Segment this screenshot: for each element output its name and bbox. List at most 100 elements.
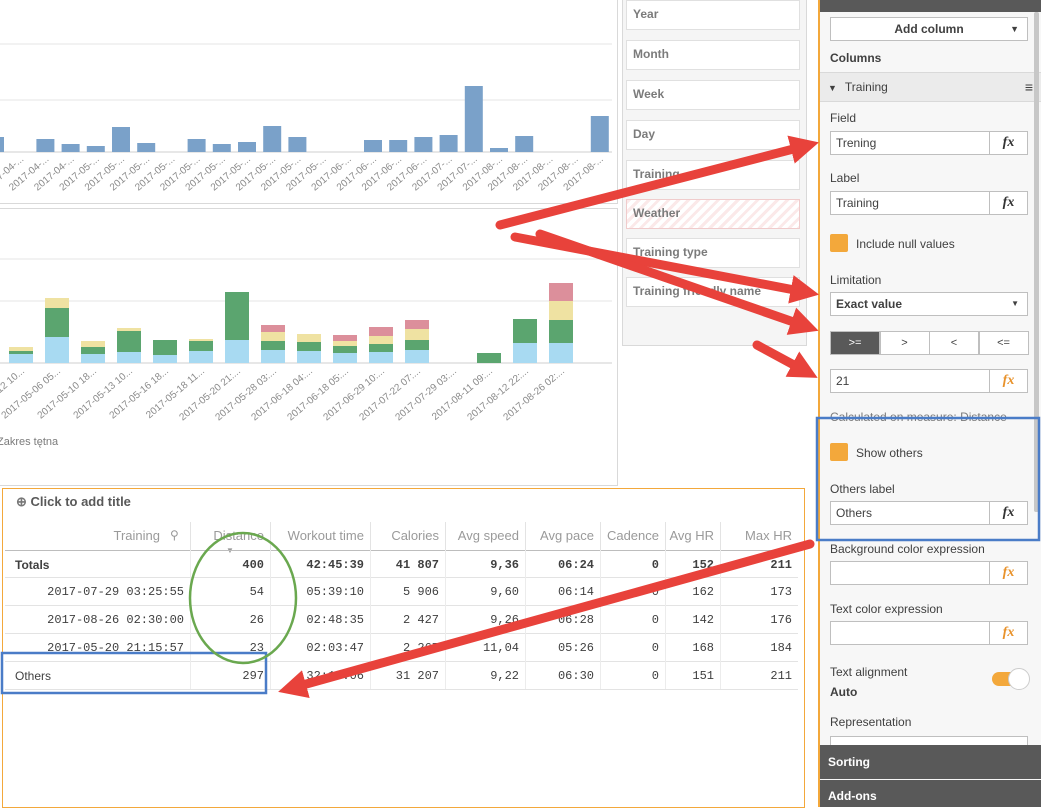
addons-section[interactable]: Add-ons (820, 780, 1041, 807)
table-cell: 02:03:47 (306, 641, 364, 655)
column-header[interactable]: Calories (391, 528, 439, 543)
sorting-section[interactable]: Sorting (820, 745, 1041, 779)
column-divider (190, 550, 191, 578)
column-divider (525, 522, 526, 550)
table-title[interactable]: ⊕ Click to add title (16, 494, 131, 509)
column-divider (370, 522, 371, 550)
checkbox-label[interactable]: Show others (856, 446, 923, 460)
bar-segment (261, 332, 285, 341)
bar-segment (45, 308, 69, 337)
column-name[interactable]: Training (844, 80, 888, 94)
field-item[interactable]: Day (626, 120, 800, 150)
bar (464, 86, 483, 152)
table-cell: 02:48:35 (306, 613, 364, 627)
bar-segment (81, 354, 105, 363)
bar-segment (405, 350, 429, 363)
bar-segment (9, 347, 33, 351)
column-divider (525, 550, 526, 578)
bar (212, 144, 231, 152)
field-item[interactable]: Year (626, 0, 800, 30)
arrows (278, 135, 820, 699)
panel-top (820, 0, 1041, 12)
column-header[interactable]: Avg HR (669, 528, 714, 543)
table-cell[interactable]: 2017-08-26 02:30:00 (47, 613, 184, 627)
column-divider (445, 577, 446, 605)
column-divider (600, 550, 601, 578)
bar-segment (333, 335, 357, 341)
field-item[interactable]: Week (626, 80, 800, 110)
title-text[interactable]: Click to add title (30, 494, 131, 509)
bg-color-input[interactable] (830, 561, 990, 585)
table-cell: 5 906 (402, 585, 439, 599)
column-header[interactable]: Training (113, 528, 160, 543)
bar (86, 146, 105, 152)
bar-segment (117, 352, 141, 363)
column-divider (665, 633, 666, 661)
column-header[interactable]: ▼ Training ≡ (820, 72, 1041, 102)
totals-cell: 42:45:39 (306, 558, 364, 572)
label: Others label (830, 482, 895, 496)
column-divider (720, 550, 721, 578)
bar (389, 140, 408, 152)
label: Text color expression (830, 602, 943, 616)
limitation-dropdown[interactable]: Exact value ▼ (830, 292, 1028, 316)
totals-cell: 211 (770, 558, 792, 572)
fx-button[interactable]: fx (990, 369, 1028, 393)
bar-segment (405, 340, 429, 350)
bar (288, 137, 307, 152)
bar-segment (45, 298, 69, 308)
checkbox[interactable] (830, 443, 848, 461)
checkbox-label[interactable]: Include null values (856, 237, 955, 251)
field-item[interactable]: Weather (626, 199, 800, 229)
bar-segment (405, 329, 429, 340)
checkbox[interactable] (830, 234, 848, 252)
column-divider (665, 550, 666, 578)
column-divider (720, 577, 721, 605)
column-header[interactable]: Distance (213, 528, 264, 543)
bar-segment (297, 351, 321, 363)
bar (0, 137, 4, 152)
table-cell[interactable]: 2017-05-20 21:15:57 (47, 641, 184, 655)
table-cell: 211 (770, 669, 792, 683)
column-header[interactable]: Workout time (287, 528, 364, 543)
table-cell[interactable]: 2017-07-29 03:25:55 (47, 585, 184, 599)
search-icon[interactable]: ⚲ (170, 528, 179, 542)
toggle[interactable] (992, 668, 1030, 690)
operator-button[interactable]: >= (830, 331, 880, 355)
label-input[interactable]: Training (830, 191, 990, 215)
column-header[interactable]: Max HR (745, 528, 792, 543)
bar-segment (369, 327, 393, 336)
bar-segment (549, 283, 573, 301)
add-column-button[interactable]: Add column ▼ (830, 17, 1028, 41)
bar-segment (225, 340, 249, 363)
field-input[interactable]: Trening (830, 131, 990, 155)
bar (137, 143, 156, 152)
fx-button[interactable]: fx (990, 191, 1028, 215)
column-header[interactable]: Avg speed (457, 528, 519, 543)
operator-button[interactable]: < (929, 331, 979, 355)
totals-cell: 06:24 (557, 558, 594, 572)
dropdown-value[interactable]: Exact value (836, 297, 903, 311)
bar-segment (261, 325, 285, 332)
fx-button[interactable]: fx (990, 561, 1028, 585)
button-label[interactable]: Add column (894, 22, 964, 36)
bar (364, 140, 382, 152)
table-cell: 184 (770, 641, 792, 655)
fx-button[interactable]: fx (990, 621, 1028, 645)
field-item[interactable]: Month (626, 40, 800, 70)
others-input[interactable]: Others (830, 501, 990, 525)
table-cell: 26 (249, 613, 264, 627)
fx-button[interactable]: fx (990, 501, 1028, 525)
limit-input[interactable]: 21 (830, 369, 990, 393)
fx-button[interactable]: fx (990, 131, 1028, 155)
column-header[interactable]: Avg pace (540, 528, 594, 543)
label: Limitation (830, 273, 882, 287)
column-divider (720, 661, 721, 689)
text-color-input[interactable] (830, 621, 990, 645)
operator-button[interactable]: <= (978, 331, 1029, 355)
scrollbar[interactable] (1034, 12, 1039, 512)
column-header[interactable]: Cadence (606, 528, 659, 543)
table-cell[interactable]: Others (15, 669, 52, 683)
